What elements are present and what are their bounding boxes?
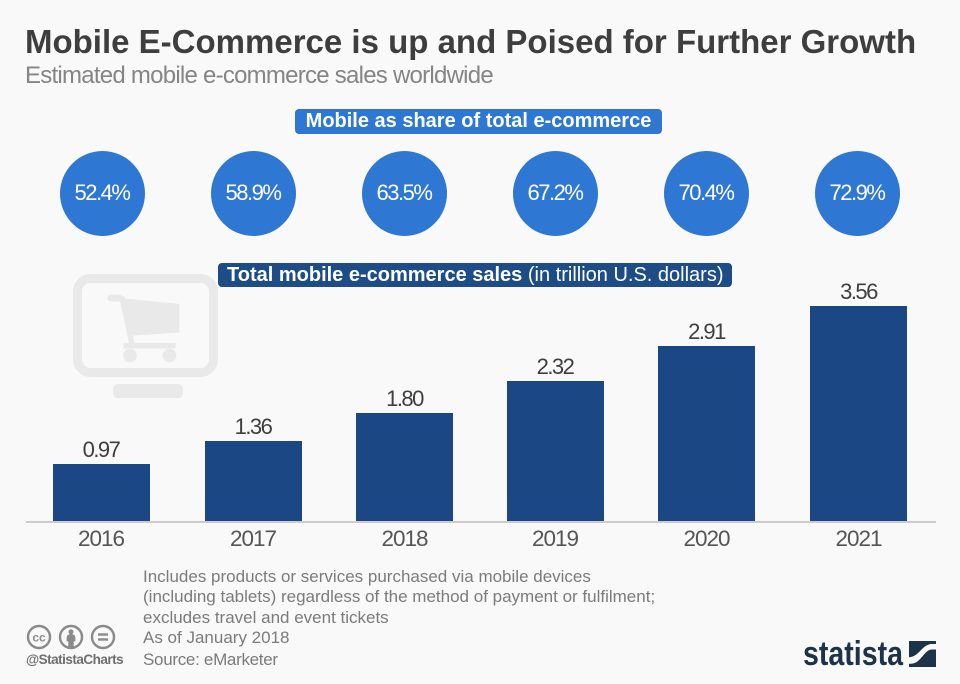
svg-text:statista: statista <box>803 637 904 669</box>
svg-text:cc: cc <box>32 631 46 645</box>
